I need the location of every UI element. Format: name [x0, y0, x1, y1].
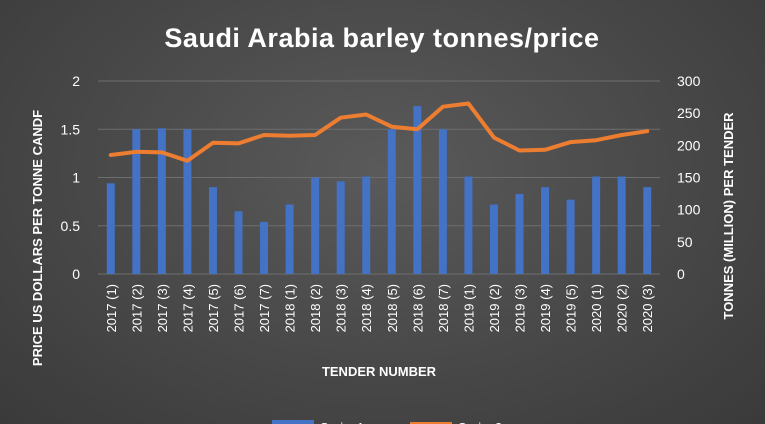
chart-title: Saudi Arabia barley tonnes/price [164, 23, 599, 53]
x-tick-label: 2018 (3) [334, 284, 349, 332]
x-tick-label: 2020 (2) [615, 284, 630, 332]
left-tick-label: 2 [72, 73, 80, 89]
x-tick-label: 2017 (4) [180, 284, 195, 332]
left-y-axis-title: PRICE US DOLLARS PER TONNE CANDF [30, 110, 45, 366]
x-tick-label: 2020 (3) [640, 284, 655, 332]
right-y-axis-title: TONNES (MILLION) PER TENDER [721, 112, 736, 320]
right-y-axis: 0 50 100 150 200 250 300 [677, 73, 701, 282]
bar [234, 211, 243, 274]
gridlines [98, 80, 660, 275]
series-line [108, 101, 650, 163]
x-tick-label: 2018 (6) [410, 284, 425, 332]
bar [515, 193, 524, 274]
x-tick-label: 2018 (2) [308, 284, 323, 332]
bar [387, 129, 396, 274]
left-tick-label: 0 [72, 266, 80, 282]
left-tick-label: 1.5 [61, 121, 81, 137]
x-tick-label: 2017 (1) [104, 284, 119, 332]
left-y-axis: 0 0.5 1 1.5 2 [61, 73, 81, 282]
right-tick-label: 250 [677, 105, 701, 121]
bar [566, 199, 575, 274]
bar [617, 176, 626, 274]
x-tick-label: 2019 (2) [487, 284, 502, 332]
bar [464, 176, 473, 274]
x-tick-label: 2020 (1) [589, 284, 604, 332]
bar [489, 204, 498, 274]
legend-label-series2: Series2 [458, 420, 502, 424]
legend-swatch-series1 [272, 420, 314, 424]
right-tick-label: 200 [677, 137, 701, 153]
bar-series [106, 106, 652, 274]
bar [132, 129, 141, 274]
bar [592, 176, 601, 274]
x-tick-label: 2019 (5) [564, 284, 579, 332]
x-tick-label: 2019 (3) [513, 284, 528, 332]
legend-label-series1: Series1 [320, 420, 364, 424]
x-tick-label: 2018 (5) [385, 284, 400, 332]
bar [157, 128, 166, 274]
x-tick-label: 2017 (6) [232, 284, 247, 332]
x-tick-label: 2018 (7) [436, 284, 451, 332]
right-tick-label: 50 [677, 234, 693, 250]
x-tick-label: 2017 (2) [129, 284, 144, 332]
bar [208, 187, 217, 274]
bar [362, 176, 371, 274]
bar [106, 183, 115, 274]
x-tick-label: 2018 (1) [283, 284, 298, 332]
x-tick-label: 2017 (3) [155, 284, 170, 332]
bar [260, 221, 269, 274]
bar [336, 181, 345, 274]
x-tick-label: 2019 (4) [538, 284, 553, 332]
x-tick-label: 2017 (5) [206, 284, 221, 332]
bar [413, 106, 422, 274]
left-tick-label: 1 [72, 170, 80, 186]
bar [311, 177, 320, 274]
right-tick-label: 0 [677, 266, 685, 282]
x-tick-label: 2019 (1) [461, 284, 476, 332]
bar [285, 204, 294, 274]
x-tick-label: 2017 (7) [257, 284, 272, 332]
line-series [108, 101, 650, 163]
x-axis-title: TENDER NUMBER [322, 364, 437, 379]
right-tick-label: 150 [677, 170, 701, 186]
bar [643, 187, 652, 274]
right-tick-label: 300 [677, 73, 701, 89]
bar [183, 129, 192, 274]
legend: Series1 Series2 [272, 420, 502, 424]
x-axis: 2017 (1) 2017 (2) 2017 (3) 2017 (4) 2017 (5)… [104, 284, 655, 332]
left-tick-label: 0.5 [61, 218, 81, 234]
bar [438, 129, 447, 274]
right-tick-label: 100 [677, 202, 701, 218]
bar [541, 187, 550, 274]
x-tick-label: 2018 (4) [359, 284, 374, 332]
